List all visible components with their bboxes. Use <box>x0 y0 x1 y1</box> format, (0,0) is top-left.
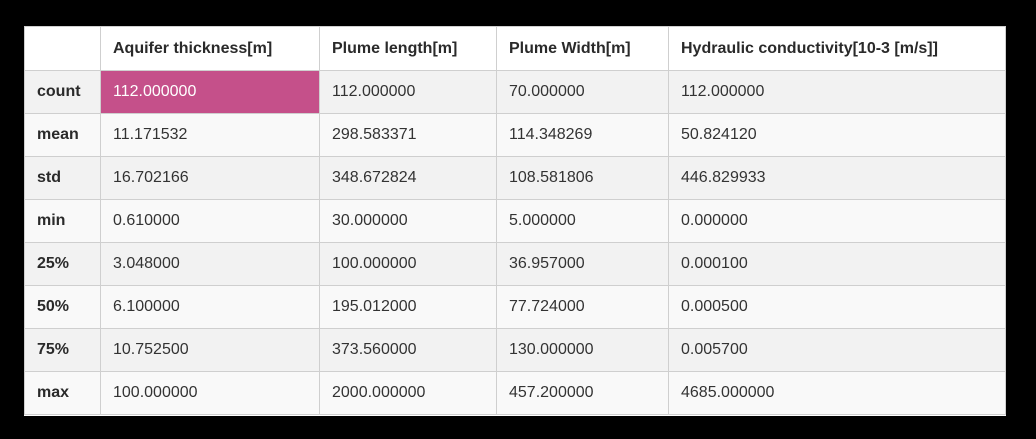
table-cell[interactable]: 348.672824 <box>319 156 497 200</box>
table-row: min 0.610000 30.000000 5.000000 0.000000 <box>24 199 1006 243</box>
table-row: 75% 10.752500 373.560000 130.000000 0.005700 <box>24 328 1006 372</box>
table-cell[interactable]: 112.000000 <box>319 70 497 114</box>
column-header-plume-length[interactable]: Plume length[m] <box>319 26 497 71</box>
table-cell[interactable]: 0.000100 <box>668 242 1006 286</box>
table-cell[interactable]: 0.000000 <box>668 199 1006 243</box>
table-row: 25% 3.048000 100.000000 36.957000 0.000100 <box>24 242 1006 286</box>
table-cell[interactable]: 50.824120 <box>668 113 1006 157</box>
table-cell[interactable]: 114.348269 <box>496 113 669 157</box>
header-row: Aquifer thickness[m] Plume length[m] Plu… <box>24 26 1006 71</box>
table-cell[interactable]: 130.000000 <box>496 328 669 372</box>
table-cell[interactable]: 11.171532 <box>100 113 320 157</box>
table-cell-selected[interactable]: 112.000000 <box>100 70 320 114</box>
dataframe-output: Aquifer thickness[m] Plume length[m] Plu… <box>24 26 1006 416</box>
row-label: 75% <box>24 328 101 372</box>
table-cell[interactable]: 2000.000000 <box>319 371 497 415</box>
table-cell[interactable]: 10.752500 <box>100 328 320 372</box>
table-row: std 16.702166 348.672824 108.581806 446.8299… <box>24 156 1006 200</box>
table-cell[interactable]: 446.829933 <box>668 156 1006 200</box>
table-cell[interactable]: 77.724000 <box>496 285 669 329</box>
table-cell[interactable]: 0.005700 <box>668 328 1006 372</box>
table-cell[interactable]: 70.000000 <box>496 70 669 114</box>
describe-table: Aquifer thickness[m] Plume length[m] Plu… <box>24 26 1006 415</box>
table-cell[interactable]: 195.012000 <box>319 285 497 329</box>
table-cell[interactable]: 108.581806 <box>496 156 669 200</box>
column-header-hydraulic-conductivity[interactable]: Hydraulic conductivity[10-3 [m/s]] <box>668 26 1006 71</box>
corner-cell <box>24 26 101 71</box>
column-header-aquifer-thickness[interactable]: Aquifer thickness[m] <box>100 26 320 71</box>
table-header: Aquifer thickness[m] Plume length[m] Plu… <box>24 26 1006 71</box>
table-cell[interactable]: 36.957000 <box>496 242 669 286</box>
row-label: std <box>24 156 101 200</box>
table-row: 50% 6.100000 195.012000 77.724000 0.000500 <box>24 285 1006 329</box>
table-cell[interactable]: 16.702166 <box>100 156 320 200</box>
table-cell[interactable]: 6.100000 <box>100 285 320 329</box>
row-label: mean <box>24 113 101 157</box>
table-row: max 100.000000 2000.000000 457.200000 4685.0… <box>24 371 1006 415</box>
table-cell[interactable]: 3.048000 <box>100 242 320 286</box>
row-label: 25% <box>24 242 101 286</box>
table-cell[interactable]: 100.000000 <box>319 242 497 286</box>
table-cell[interactable]: 373.560000 <box>319 328 497 372</box>
table-cell[interactable]: 112.000000 <box>668 70 1006 114</box>
table-cell[interactable]: 4685.000000 <box>668 371 1006 415</box>
table-cell[interactable]: 30.000000 <box>319 199 497 243</box>
row-label: max <box>24 371 101 415</box>
table-row: count 112.000000 112.000000 70.000000 112.00… <box>24 70 1006 114</box>
column-header-plume-width[interactable]: Plume Width[m] <box>496 26 669 71</box>
table-cell[interactable]: 298.583371 <box>319 113 497 157</box>
table-cell[interactable]: 100.000000 <box>100 371 320 415</box>
row-label: count <box>24 70 101 114</box>
table-row: mean 11.171532 298.583371 114.348269 50.8241… <box>24 113 1006 157</box>
table-body: count 112.000000 112.000000 70.000000 112.00… <box>24 70 1006 415</box>
table-cell[interactable]: 0.610000 <box>100 199 320 243</box>
table-cell[interactable]: 0.000500 <box>668 285 1006 329</box>
row-label: min <box>24 199 101 243</box>
row-label: 50% <box>24 285 101 329</box>
table-cell[interactable]: 5.000000 <box>496 199 669 243</box>
table-cell[interactable]: 457.200000 <box>496 371 669 415</box>
